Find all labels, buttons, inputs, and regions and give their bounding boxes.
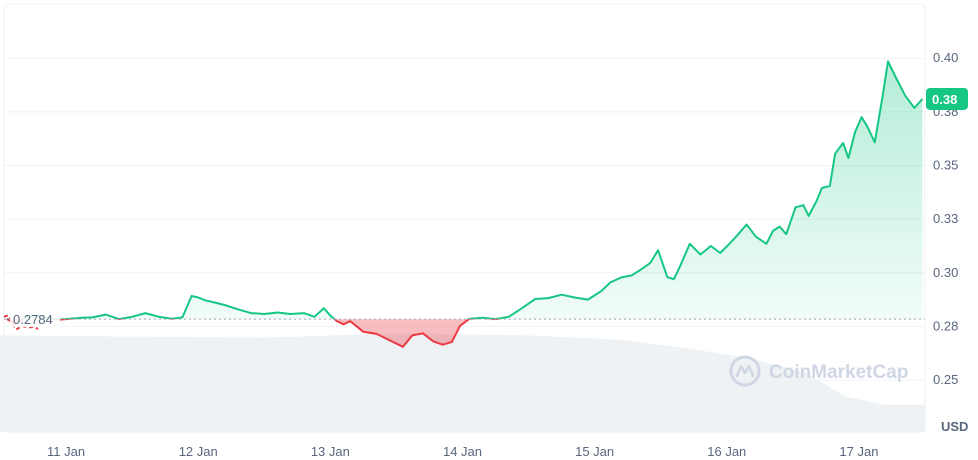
x-tick-label: 13 Jan <box>311 444 350 459</box>
current-price-badge-bg <box>926 87 968 110</box>
x-tick-label: 12 Jan <box>179 444 218 459</box>
x-tick-label: 15 Jan <box>575 444 614 459</box>
price-area <box>6 61 923 347</box>
current-price-label: 0.38 <box>932 92 957 107</box>
y-axis: 0.25 0.28 0.30 0.33 0.35 0.38 0.40 <box>933 50 958 387</box>
x-tick-label: 17 Jan <box>839 444 878 459</box>
baseline-label-bg <box>10 311 60 328</box>
watermark-logo-icon <box>729 355 761 387</box>
baseline-label: 0.2784 <box>13 312 53 327</box>
y-tick-label: 0.40 <box>933 50 958 65</box>
y-axis-unit: USD <box>941 419 968 434</box>
watermark-logo-icon-mark <box>735 364 755 378</box>
price-area-up <box>6 61 923 320</box>
y-tick-label: 0.33 <box>933 211 958 226</box>
coinmarketcap-watermark: CoinMarketCap <box>729 355 908 387</box>
price-line-up <box>6 60 924 320</box>
x-tick-label: 16 Jan <box>707 444 746 459</box>
x-tick-label: 14 Jan <box>443 444 482 459</box>
watermark-text: CoinMarketCap <box>769 362 908 383</box>
volume-area <box>0 333 925 432</box>
x-tick-label: 11 Jan <box>47 444 85 459</box>
y-tick-label: 0.25 <box>933 372 958 387</box>
y-tick-label: 0.28 <box>933 318 958 333</box>
y-tick-label: 0.30 <box>933 265 958 280</box>
x-axis: 11 Jan 12 Jan 13 Jan 14 Jan 15 Jan 16 Jan 17 J… <box>47 444 878 459</box>
y-tick-label: 0.35 <box>933 157 958 172</box>
volume-bars <box>0 333 925 432</box>
current-price-badge: 0.38 <box>926 87 968 110</box>
